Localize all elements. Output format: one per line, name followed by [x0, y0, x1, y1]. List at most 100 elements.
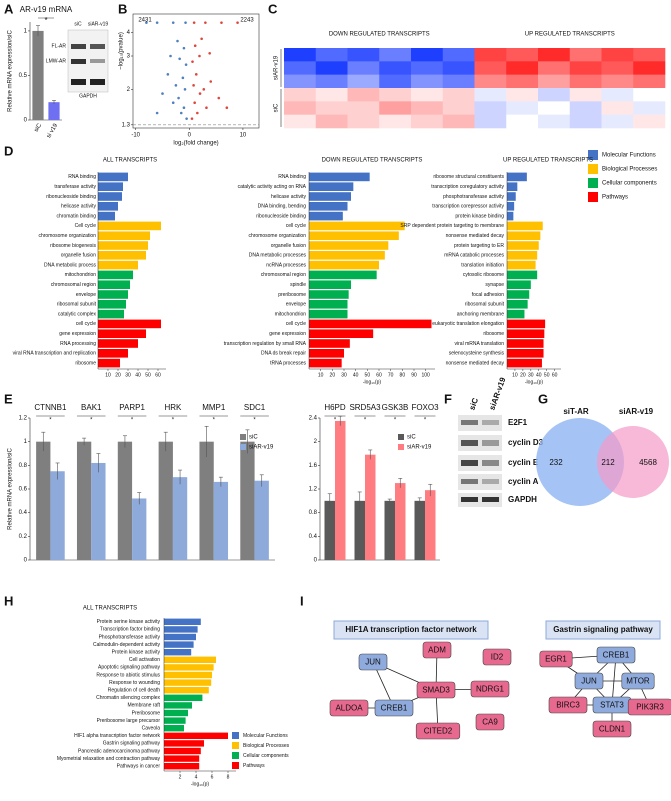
point [202, 88, 206, 91]
venn-count: 232 [549, 458, 563, 467]
legend-swatch [398, 434, 404, 440]
x-tick-label: 0 [188, 133, 192, 139]
category-label: Protein serine kinase activity [97, 619, 161, 625]
category-label: chromosomal region [261, 272, 307, 278]
bar [507, 241, 539, 250]
bar [507, 172, 527, 182]
panel-label: A [4, 1, 14, 16]
bar [50, 471, 65, 560]
category-label: ribosome structural constituents [433, 174, 504, 180]
category-label: HIF1 alpha transcription factor network [74, 733, 160, 739]
x-tick-label: 10 [105, 372, 111, 378]
x-axis-label: -log₁₀(p) [525, 379, 544, 385]
venn-count: 212 [601, 458, 615, 467]
bar [507, 280, 531, 289]
point [171, 101, 175, 105]
category-label: transferase activity [54, 184, 96, 190]
bar [309, 182, 354, 191]
heat-cell [569, 88, 602, 102]
bar [425, 490, 436, 560]
point [183, 88, 187, 91]
lane-label: siAR-v19 [88, 21, 109, 27]
bar [309, 231, 399, 240]
y-tick-label: 1 [24, 439, 28, 445]
band-label: cyclin D3 [508, 438, 544, 447]
point [185, 117, 188, 120]
bar [98, 309, 124, 319]
heat-cell [411, 114, 444, 129]
category-label: Pathways in cancer [117, 764, 161, 770]
point [192, 84, 195, 87]
point [220, 21, 223, 24]
y-axis-label: −log₁₀(pvalue) [119, 32, 125, 70]
category-label: DNA ds break repair [261, 351, 306, 357]
network-node [482, 648, 512, 666]
category-label: DNA metabolic processes [249, 253, 307, 259]
point [171, 21, 175, 24]
point [198, 54, 201, 58]
category-label: Preribosome large precursor [97, 718, 161, 724]
heat-cell [347, 114, 380, 129]
legend-label: siC [249, 435, 258, 441]
category-label: organelle fusion [271, 243, 307, 249]
x-tick-label: BAK1 [81, 403, 102, 412]
x-tick-label: HRK [164, 403, 182, 412]
significance-mark: * [364, 418, 367, 424]
x-tick-label: 30 [528, 372, 534, 378]
network-node [621, 672, 655, 690]
blot-band [71, 59, 86, 64]
point [205, 106, 208, 109]
lane-label: siC [74, 21, 82, 27]
panel-label: D [4, 143, 13, 158]
heat-cell [347, 101, 380, 115]
network-node-label: NDRG1 [476, 685, 505, 694]
legend-label: Molecular Functions [243, 733, 288, 739]
legend-swatch [398, 444, 404, 450]
point [193, 44, 197, 48]
category-label: selenocysteine synthesis [449, 351, 505, 357]
network-node-label: MTOR [626, 677, 650, 686]
category-label: DNA metabolic process [44, 262, 96, 268]
venn: siT-AR siAR-v19 232 212 4568 [536, 407, 669, 506]
network-node-label: CLDN1 [599, 725, 626, 734]
x-tick-label: 6 [211, 774, 214, 780]
legend-swatch [588, 192, 598, 202]
category-label: Apoptotic signaling pathway [98, 665, 160, 671]
bar [91, 462, 106, 560]
heat-cell [442, 88, 475, 102]
y-tick-label: 1.2 [19, 416, 28, 422]
bar [164, 664, 214, 671]
bar [98, 172, 128, 182]
bar [309, 309, 348, 319]
network-node-label: JUN [365, 658, 381, 667]
x-tick-label: 10 [512, 372, 518, 378]
bar [507, 270, 538, 280]
category-label: Myometrial relaxation and contraction pa… [57, 756, 161, 762]
point [198, 92, 202, 95]
bar [164, 732, 228, 739]
bar [164, 740, 204, 747]
category-label: Caveola [142, 726, 161, 732]
bar [309, 270, 377, 280]
point [166, 73, 170, 76]
legend-swatch [232, 742, 239, 749]
point [204, 21, 207, 24]
bar [507, 358, 542, 368]
category-label: mitochondrion [275, 311, 307, 317]
heat-cell [315, 61, 348, 75]
heat-cell [569, 74, 602, 89]
bar [98, 241, 148, 250]
heat-cell [538, 114, 571, 129]
point [184, 21, 187, 24]
bar [164, 649, 192, 656]
blot-band [90, 79, 105, 85]
heat-cell [633, 88, 666, 102]
heat-cell [284, 88, 317, 102]
network-node-label: CREB1 [603, 651, 630, 660]
x-tick-label: 40 [135, 372, 141, 378]
network-node [415, 722, 461, 740]
point [192, 21, 196, 24]
legend-swatch [588, 150, 598, 160]
bar [98, 290, 128, 299]
point [181, 76, 185, 80]
